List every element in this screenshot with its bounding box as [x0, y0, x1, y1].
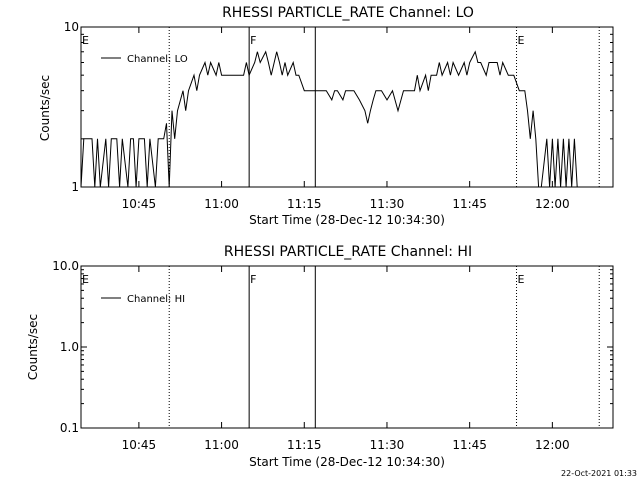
legend-lo: Channel: LO	[101, 54, 188, 65]
event-label-hi: F	[250, 273, 256, 286]
panel-lo: RHESSI PARTICLE_RATE Channel: LO 10:45 11…	[38, 5, 614, 227]
y-tick-label-lo: 1	[71, 180, 79, 194]
event-label-lo: E	[518, 34, 525, 47]
event-label-lo: E	[82, 34, 89, 47]
x-tick-label-hi: 11:30	[370, 438, 405, 452]
plot-frame-hi	[80, 265, 614, 429]
y-tick-label-hi: 1.0	[60, 340, 79, 354]
series-line-lo	[80, 50, 578, 188]
panel-hi: RHESSI PARTICLE_RATE Channel: HI 10:45 11…	[26, 244, 614, 469]
x-tick-label-hi: 11:45	[452, 438, 487, 452]
legend-hi: Channel: HI	[101, 294, 185, 305]
y-axis-title-lo: Counts/sec	[38, 75, 52, 141]
axis-ticks-lo: 10:45 11:00 11:15 11:30 11:45 12:00 1 10	[64, 20, 613, 211]
event-label-lo: F	[250, 34, 256, 47]
event-label-hi: E	[82, 273, 89, 286]
y-axis-title-hi: Counts/sec	[26, 314, 40, 380]
x-tick-label-hi: 10:45	[122, 438, 157, 452]
axis-ticks-hi: 10:45 11:00 11:15 11:30 11:45 12:00 10.0 1.0 0.1	[52, 259, 613, 452]
x-tick-label-lo: 11:45	[452, 197, 487, 211]
x-tick-label-lo: 11:15	[287, 197, 322, 211]
event-label-hi: E	[518, 273, 525, 286]
chart-title-lo: RHESSI PARTICLE_RATE Channel: LO	[222, 5, 474, 21]
legend-label-hi: Channel: HI	[127, 294, 185, 305]
x-tick-label-hi: 11:15	[287, 438, 322, 452]
y-tick-label-hi: 10.0	[52, 259, 79, 273]
x-axis-title-hi: Start Time (28-Dec-12 10:34:30)	[249, 455, 445, 469]
x-tick-label-lo: 11:30	[370, 197, 405, 211]
chart-title-hi: RHESSI PARTICLE_RATE Channel: HI	[224, 244, 472, 260]
series-group-lo	[80, 50, 578, 188]
x-tick-label-hi: 11:00	[204, 438, 239, 452]
y-tick-label-lo: 10	[64, 20, 79, 34]
x-axis-title-lo: Start Time (28-Dec-12 10:34:30)	[249, 213, 445, 227]
x-tick-label-lo: 10:45	[122, 197, 157, 211]
plot-frame-lo	[80, 26, 614, 188]
legend-label-lo: Channel: LO	[127, 54, 188, 65]
footer-timestamp: 22-Oct-2021 01:33	[561, 469, 637, 478]
x-tick-label-lo: 11:00	[204, 197, 239, 211]
x-tick-label-lo: 12:00	[535, 197, 570, 211]
y-tick-label-hi: 0.1	[60, 421, 79, 435]
x-tick-label-hi: 12:00	[535, 438, 570, 452]
